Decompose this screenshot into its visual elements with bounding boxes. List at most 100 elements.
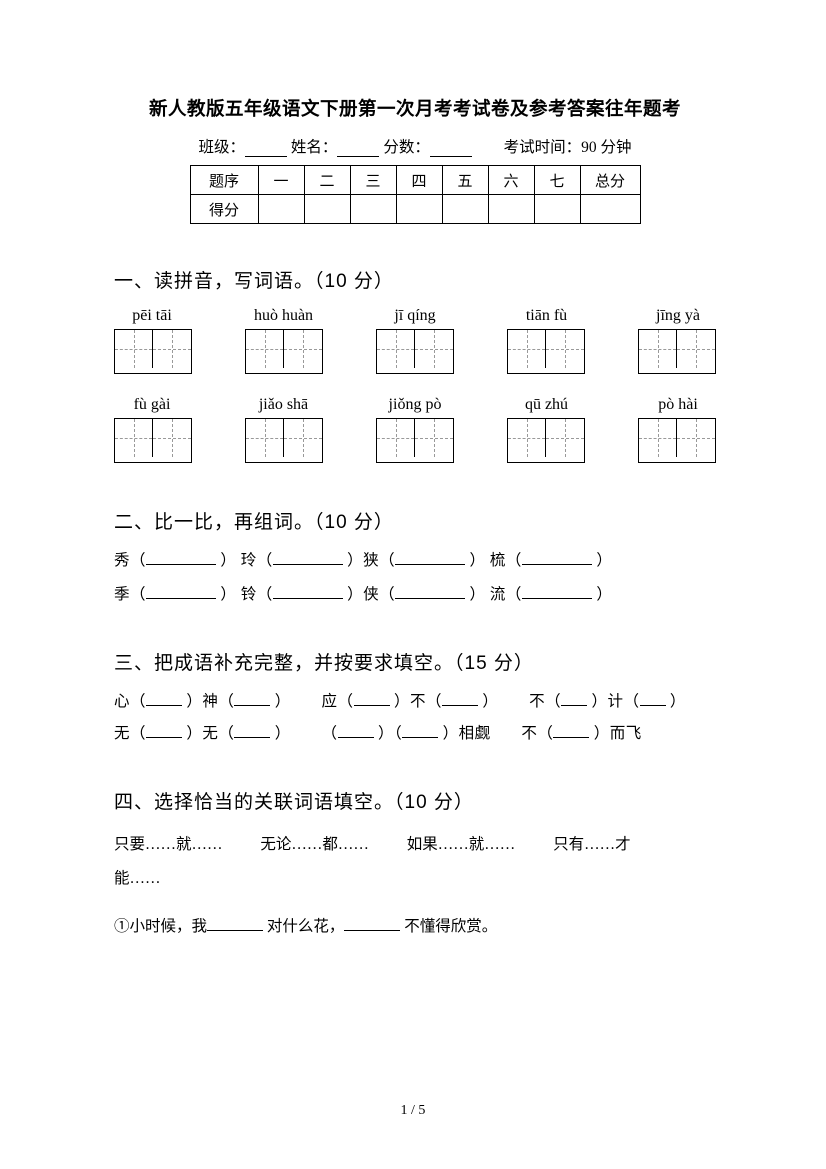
page-title: 新人教版五年级语文下册第一次月考考试卷及参考答案往年题考 — [114, 95, 716, 121]
score-table: 题序 一 二 三 四 五 六 七 总分 得分 — [190, 165, 641, 224]
txt: 不（ — [521, 725, 553, 742]
txt: ）计（ — [591, 693, 639, 710]
txt: ） 铃（ — [220, 586, 272, 603]
blank — [234, 724, 270, 738]
pinyin: fù gài — [114, 396, 190, 414]
blank — [146, 551, 216, 565]
char-box-row — [114, 418, 716, 463]
td — [396, 195, 442, 224]
word: 只有……才 — [553, 836, 631, 853]
score-blank — [430, 141, 472, 157]
td — [442, 195, 488, 224]
char-box — [245, 418, 323, 463]
q4-words: 只要……就…… 无论……都…… 如果……就…… 只有……才 能…… — [114, 828, 716, 896]
td-label: 得分 — [190, 195, 258, 224]
word: 无论……都…… — [260, 836, 369, 853]
page-number: 1 / 5 — [0, 1103, 826, 1119]
td — [488, 195, 534, 224]
th: 五 — [442, 166, 488, 195]
txt: ）无（ — [186, 725, 234, 742]
txt: ） 玲（ — [220, 552, 272, 569]
txt: ） — [275, 725, 291, 742]
blank — [234, 692, 270, 706]
table-row: 得分 — [190, 195, 640, 224]
blank — [522, 551, 592, 565]
q4-line: ①小时候，我 对什么花， 不懂得欣赏。 — [114, 914, 716, 936]
question-2: 二、比一比，再组词。（10 分） 秀（ ） 玲（ ）狭（ ） 梳（ ） 季（ ）… — [114, 507, 716, 604]
name-blank — [337, 141, 379, 157]
blank — [146, 724, 182, 738]
td — [350, 195, 396, 224]
word: 能…… — [114, 870, 161, 887]
q4-title: 四、选择恰当的关联词语填空。（10 分） — [114, 787, 716, 814]
th: 二 — [304, 166, 350, 195]
txt: ）（ — [378, 725, 402, 742]
th: 六 — [488, 166, 534, 195]
word: 只要……就…… — [114, 836, 223, 853]
txt: ）相觑 — [443, 725, 491, 742]
td — [534, 195, 580, 224]
blank — [273, 551, 343, 565]
txt: 季（ — [114, 586, 146, 603]
name-label: 姓名： — [291, 139, 338, 156]
txt: ）不（ — [394, 693, 442, 710]
th: 三 — [350, 166, 396, 195]
q2-line: 秀（ ） 玲（ ）狭（ ） 梳（ ） — [114, 548, 716, 570]
blank — [553, 724, 589, 738]
txt: ）而飞 — [594, 725, 642, 742]
q2-line: 季（ ） 铃（ ）侠（ ） 流（ ） — [114, 582, 716, 604]
pinyin: jī qíng — [377, 307, 453, 325]
class-label: 班级： — [199, 139, 246, 156]
char-box — [638, 418, 716, 463]
blank — [354, 692, 390, 706]
blank — [402, 724, 438, 738]
txt: ） 流（ — [470, 586, 522, 603]
char-box — [507, 418, 585, 463]
blank — [207, 917, 263, 931]
word: 如果……就…… — [407, 836, 516, 853]
blank — [395, 551, 465, 565]
txt: ） — [275, 693, 291, 710]
pinyin: huò huàn — [246, 307, 322, 325]
blank — [338, 724, 374, 738]
txt: 心（ — [114, 693, 146, 710]
q3-line: 无（ ）无（ ） （ ）（ ）相觑 不（ ）而飞 — [114, 721, 716, 743]
pinyin: pò hài — [640, 396, 716, 414]
txt: （ — [322, 725, 338, 742]
blank — [442, 692, 478, 706]
th: 总分 — [580, 166, 640, 195]
pinyin-row: pēi tāi huò huàn jī qíng tiān fù jīng yà — [114, 307, 716, 325]
char-box — [245, 329, 323, 374]
char-box — [376, 418, 454, 463]
txt: 对什么花， — [267, 918, 345, 935]
pinyin: qū zhú — [509, 396, 585, 414]
txt: ） — [596, 552, 612, 569]
txt: 秀（ — [114, 552, 146, 569]
td — [258, 195, 304, 224]
blank — [146, 585, 216, 599]
q1-title: 一、读拼音，写词语。（10 分） — [114, 266, 716, 293]
blank — [522, 585, 592, 599]
info-line: 班级： 姓名： 分数： 考试时间：90 分钟 — [114, 135, 716, 157]
txt: ①小时候，我 — [114, 918, 207, 935]
score-label: 分数： — [383, 139, 430, 156]
pinyin: jiǒng pò — [377, 396, 453, 414]
table-row: 题序 一 二 三 四 五 六 七 总分 — [190, 166, 640, 195]
txt: 不（ — [529, 693, 561, 710]
td — [580, 195, 640, 224]
txt: ） — [670, 693, 686, 710]
class-blank — [245, 141, 287, 157]
question-3: 三、把成语补充完整，并按要求填空。（15 分） 心（ ）神（ ） 应（ ）不（ … — [114, 648, 716, 743]
txt: ） 梳（ — [470, 552, 522, 569]
pinyin-row: fù gài jiǎo shā jiǒng pò qū zhú pò hài — [114, 396, 716, 414]
blank — [640, 692, 666, 706]
char-box — [114, 418, 192, 463]
q3-title: 三、把成语补充完整，并按要求填空。（15 分） — [114, 648, 716, 675]
blank — [395, 585, 465, 599]
char-box — [638, 329, 716, 374]
blank — [561, 692, 587, 706]
pinyin: jiǎo shā — [246, 396, 322, 414]
th: 四 — [396, 166, 442, 195]
th: 七 — [534, 166, 580, 195]
txt: ）狭（ — [347, 552, 395, 569]
